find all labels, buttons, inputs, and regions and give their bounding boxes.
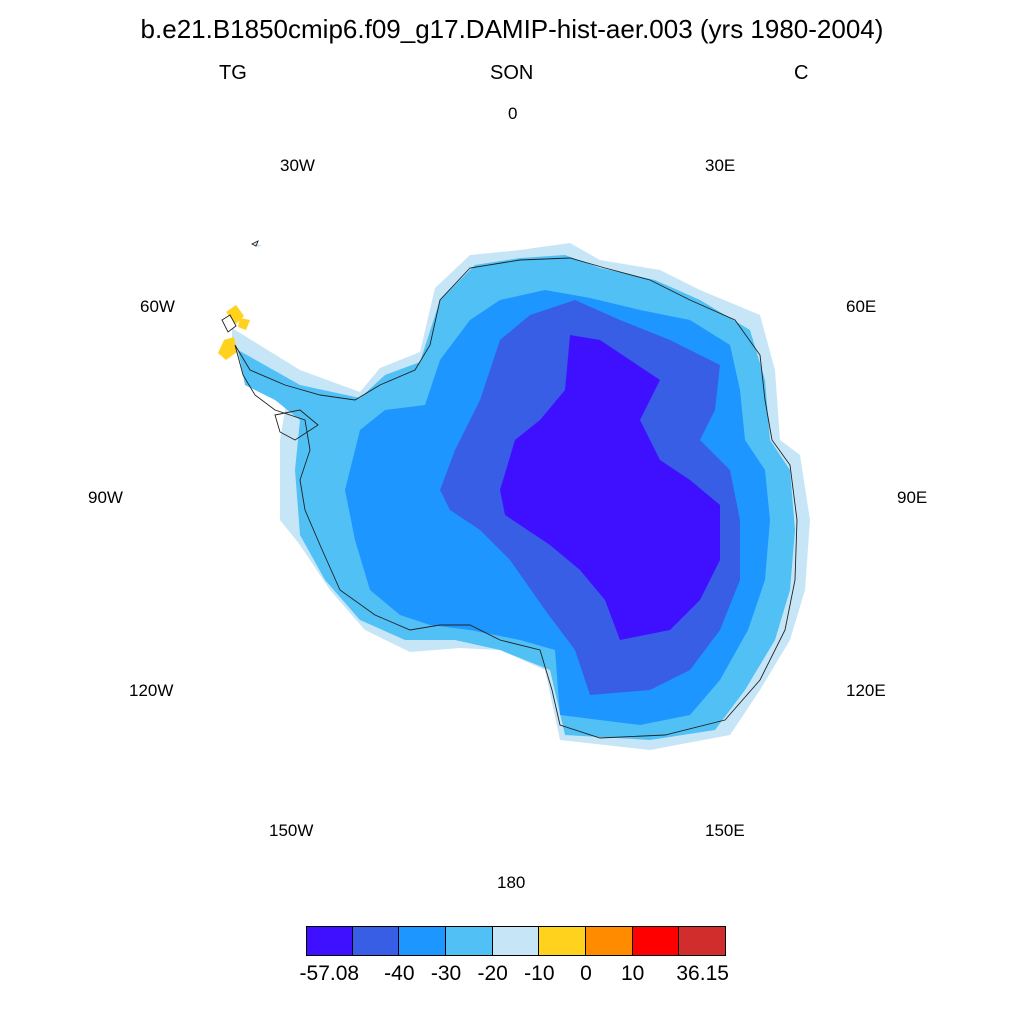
lon-label-30e: 30E <box>705 156 736 175</box>
colorbar-box <box>586 926 633 956</box>
colorbar-tick-label: 36.15 <box>676 962 729 985</box>
map-positive-patch <box>238 318 250 330</box>
subtitle-units: C <box>794 62 809 84</box>
lon-label-150e: 150E <box>705 821 745 840</box>
colorbar <box>306 926 726 956</box>
lon-label-30w: 30W <box>280 156 315 175</box>
colorbar-box <box>446 926 493 956</box>
colorbar-tick-label: 10 <box>620 962 645 985</box>
colorbar-box <box>539 926 586 956</box>
colorbar-tick-label: -30 <box>430 962 462 985</box>
colorbar-box <box>399 926 446 956</box>
colorbar-box <box>679 926 726 956</box>
colorbar-box <box>352 926 400 956</box>
lon-label-120w: 120W <box>129 681 174 700</box>
colorbar-tick-label: -57.08 <box>299 962 360 985</box>
lon-label-90w: 90W <box>88 488 123 507</box>
map-level-1-area <box>500 335 720 640</box>
colorbar-tick-label: 0 <box>580 962 592 985</box>
lon-label-180: 180 <box>497 873 526 892</box>
colorbar-box <box>492 926 540 956</box>
colorbar-tick-label: -40 <box>384 962 415 985</box>
colorbar-tick-label: -20 <box>477 962 508 985</box>
colorbar-box <box>632 926 680 956</box>
lon-label-0: 0 <box>508 104 518 123</box>
subtitle-variable: TG <box>219 62 247 84</box>
map-positive-patch <box>226 305 244 324</box>
lon-label-60e: 60E <box>846 297 877 316</box>
colorbar-tick-label: -10 <box>524 962 555 985</box>
lon-label-90e: 90E <box>897 488 928 507</box>
colorbar-box <box>306 926 353 956</box>
antarctica-coastline <box>221 240 798 739</box>
lon-label-150w: 150W <box>269 821 314 840</box>
lon-label-60w: 60W <box>140 297 175 316</box>
lon-label-120e: 120E <box>846 681 886 700</box>
map-positive-patch <box>218 337 237 360</box>
subtitle-season: SON <box>490 62 534 84</box>
chart-title: b.e21.B1850cmip6.f09_g17.DAMIP-hist-aer.… <box>140 14 884 44</box>
